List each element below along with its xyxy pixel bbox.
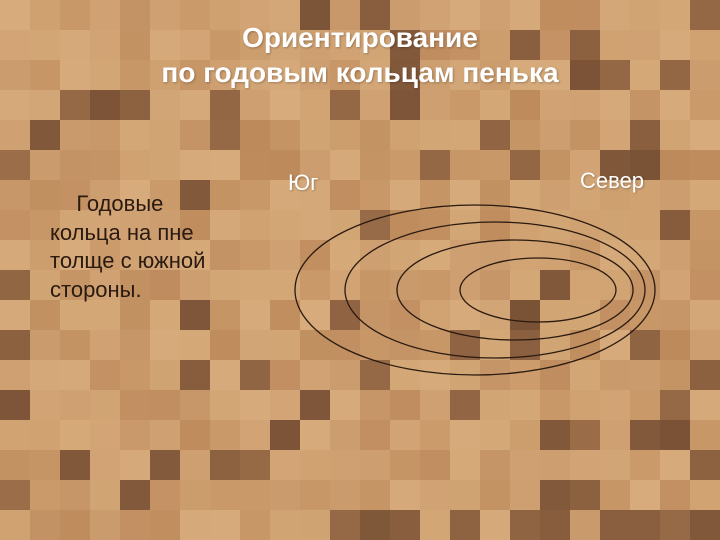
tree-ring-1 xyxy=(295,205,655,375)
tree-ring-2 xyxy=(345,222,645,358)
tree-rings-diagram xyxy=(270,170,680,400)
title-line-2: по годовым кольцам пенька xyxy=(161,57,558,88)
tree-ring-4 xyxy=(460,258,616,322)
title-line-1: Ориентирование xyxy=(242,22,478,53)
stage: Ориентирование по годовым кольцам пенька… xyxy=(0,0,720,540)
tree-ring-3 xyxy=(397,240,633,340)
page-title: Ориентирование по годовым кольцам пенька xyxy=(0,20,720,90)
description-text: Годовые кольца на пне толще с южной стор… xyxy=(50,190,230,304)
